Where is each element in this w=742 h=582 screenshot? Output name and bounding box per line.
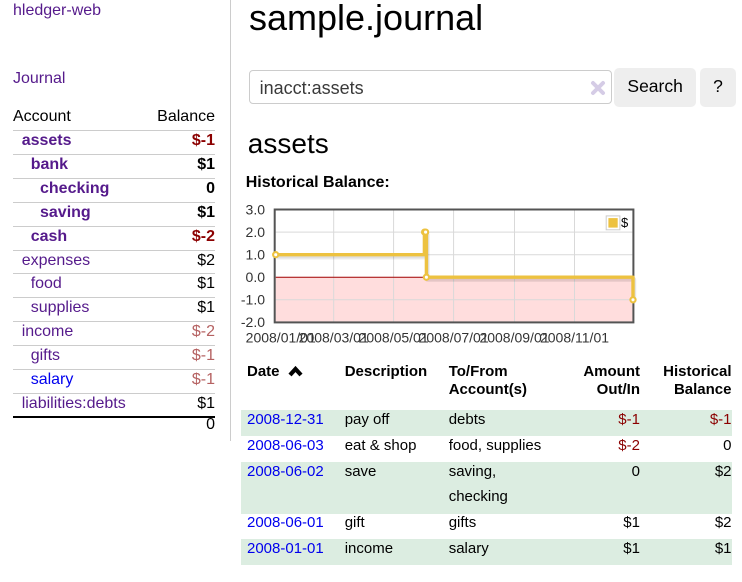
svg-text:2008/11/01: 2008/11/01	[540, 330, 609, 346]
svg-text:-1.0: -1.0	[241, 292, 265, 308]
svg-text:2008/01/01: 2008/01/01	[246, 330, 316, 346]
svg-text:2008/07/01: 2008/07/01	[419, 330, 489, 346]
svg-text:2008/03/01: 2008/03/01	[299, 330, 369, 346]
svg-text:2008/05/01: 2008/05/01	[359, 330, 429, 346]
svg-text:$: $	[621, 215, 629, 230]
svg-text:0.0: 0.0	[246, 269, 266, 285]
svg-text:1.0: 1.0	[246, 247, 266, 263]
svg-text:2.0: 2.0	[246, 224, 266, 240]
svg-text:2008/09/01: 2008/09/01	[479, 330, 549, 346]
svg-text:-2.0: -2.0	[241, 314, 265, 330]
svg-text:3.0: 3.0	[246, 201, 266, 217]
